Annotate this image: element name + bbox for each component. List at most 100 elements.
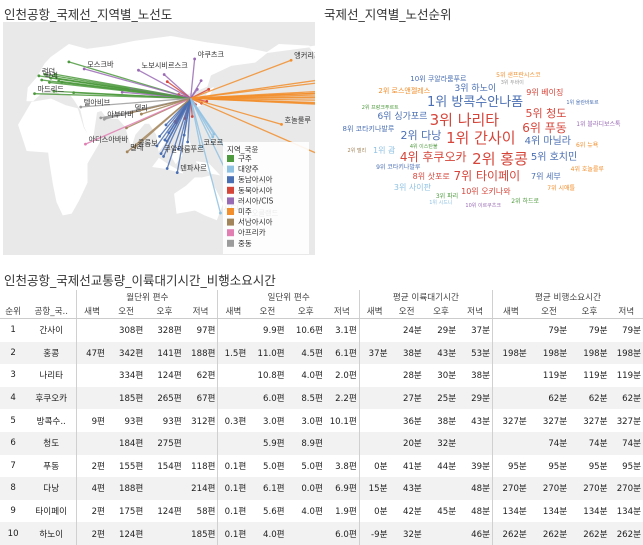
value-cell: 328편 bbox=[145, 319, 183, 342]
wordcloud-word: 2위 로스앤젤레스 bbox=[378, 87, 430, 95]
legend-label: 아프리카 bbox=[238, 227, 266, 237]
airport-cell: 푸동 bbox=[26, 455, 76, 478]
value-cell bbox=[359, 319, 389, 342]
value-cell bbox=[218, 319, 248, 342]
wordcloud-word: 2위 델리 bbox=[348, 149, 367, 155]
value-cell: 8.5편 bbox=[287, 387, 325, 410]
value-cell: 29분 bbox=[458, 387, 492, 410]
column-header: 저녁 bbox=[184, 304, 218, 319]
value-cell: 38분 bbox=[458, 364, 492, 387]
value-cell: 2.0편 bbox=[325, 364, 359, 387]
column-header: 새벽 bbox=[77, 304, 107, 319]
value-cell: 79분 bbox=[569, 319, 609, 342]
value-cell: 45분 bbox=[424, 500, 458, 523]
route-endpoint bbox=[99, 117, 102, 120]
value-cell bbox=[359, 387, 389, 410]
wordcloud-word: 4위 후쿠오카 bbox=[400, 151, 467, 165]
column-header: 오전 bbox=[248, 304, 286, 319]
airport-cell: 청도 bbox=[26, 432, 76, 455]
value-cell: 58편 bbox=[184, 500, 218, 523]
wordcloud-word: 4위 이스탄불 bbox=[410, 145, 438, 151]
route-endpoint bbox=[137, 69, 140, 72]
route-endpoint bbox=[126, 150, 129, 153]
rank-cell: 10 bbox=[0, 522, 26, 545]
value-cell: 214편 bbox=[184, 477, 218, 500]
value-cell: 53분 bbox=[458, 342, 492, 365]
value-cell bbox=[359, 432, 389, 455]
wordcloud-word: 1위 시드니 bbox=[429, 201, 452, 207]
value-cell: 43분 bbox=[390, 477, 424, 500]
city-label: 호놀룰루 bbox=[285, 115, 312, 124]
value-cell: 46분 bbox=[458, 522, 492, 545]
value-cell: 2.2편 bbox=[325, 387, 359, 410]
value-cell bbox=[493, 432, 529, 455]
route-endpoint bbox=[163, 73, 166, 76]
value-cell: 119분 bbox=[610, 364, 643, 387]
value-cell: 118편 bbox=[184, 455, 218, 478]
wordcloud-word: 7위 타이페이 bbox=[454, 170, 521, 184]
wordcloud-word: 6위 푸동 bbox=[522, 122, 567, 136]
value-cell: 30분 bbox=[424, 364, 458, 387]
legend-label: 동남아시아 bbox=[238, 174, 273, 184]
value-cell: 32분 bbox=[390, 522, 424, 545]
value-cell bbox=[184, 432, 218, 455]
column-header: 저녁 bbox=[458, 304, 492, 319]
value-cell: 342편 bbox=[107, 342, 145, 365]
value-cell bbox=[424, 477, 458, 500]
route-endpoint bbox=[67, 60, 70, 63]
value-cell: 188편 bbox=[184, 342, 218, 365]
wordcloud-word: 1위 블라디보스톡 bbox=[576, 122, 620, 129]
value-cell: 79분 bbox=[529, 319, 569, 342]
value-cell: 95분 bbox=[610, 455, 643, 478]
legend-swatch bbox=[227, 197, 234, 204]
value-cell: 134분 bbox=[529, 500, 569, 523]
value-cell: 198분 bbox=[610, 342, 643, 365]
value-cell: 44분 bbox=[424, 455, 458, 478]
rank-cell: 9 bbox=[0, 500, 26, 523]
wordcloud-word: 10위 쿠알라룸푸르 bbox=[410, 75, 466, 83]
map-title: 인천공항_국제선_지역별_노선도 bbox=[4, 4, 172, 23]
value-cell: 198분 bbox=[529, 342, 569, 365]
value-cell: 62분 bbox=[529, 387, 569, 410]
route-endpoint bbox=[162, 155, 165, 158]
value-cell: 262분 bbox=[610, 522, 643, 545]
rank-cell: 5 bbox=[0, 409, 26, 432]
value-cell: 6.0편 bbox=[248, 387, 286, 410]
wordcloud-word: 2위 홍콩 bbox=[472, 151, 528, 168]
city-label: 코로르 bbox=[203, 138, 223, 147]
value-cell: 38분 bbox=[424, 409, 458, 432]
value-cell: 154편 bbox=[145, 455, 183, 478]
value-cell: -9분 bbox=[359, 522, 389, 545]
column-header: 오전 bbox=[107, 304, 145, 319]
airport-cell: 나리타 bbox=[26, 364, 76, 387]
city-label: 콜롬보 bbox=[138, 138, 158, 147]
rank-cell: 8 bbox=[0, 477, 26, 500]
value-cell bbox=[77, 432, 107, 455]
value-cell: 327분 bbox=[493, 409, 529, 432]
wordcloud-word: 3위 사이판 bbox=[394, 183, 431, 192]
value-cell: 270분 bbox=[569, 477, 609, 500]
value-cell: 97편 bbox=[184, 319, 218, 342]
route-endpoint bbox=[37, 74, 40, 77]
legend-title: 지역_국윤 bbox=[227, 144, 258, 154]
value-cell: 8.9편 bbox=[287, 432, 325, 455]
value-cell: 3.0편 bbox=[248, 409, 286, 432]
wordcloud-word: 4위 마닐라 bbox=[525, 136, 571, 148]
airport-cell: 다낭 bbox=[26, 477, 76, 500]
value-cell: 184편 bbox=[107, 432, 145, 455]
value-cell: 38분 bbox=[390, 342, 424, 365]
legend-label: 서남아시아 bbox=[238, 217, 273, 227]
wordcloud-title: 국제선_지역별_노선순위 bbox=[324, 4, 452, 23]
value-cell: 62분 bbox=[569, 387, 609, 410]
value-cell: 4편 bbox=[77, 477, 107, 500]
route-endpoint bbox=[186, 141, 189, 144]
value-cell bbox=[287, 522, 325, 545]
column-header: 공항_국.. bbox=[26, 304, 76, 319]
value-cell bbox=[359, 409, 389, 432]
rank-cell: 4 bbox=[0, 387, 26, 410]
